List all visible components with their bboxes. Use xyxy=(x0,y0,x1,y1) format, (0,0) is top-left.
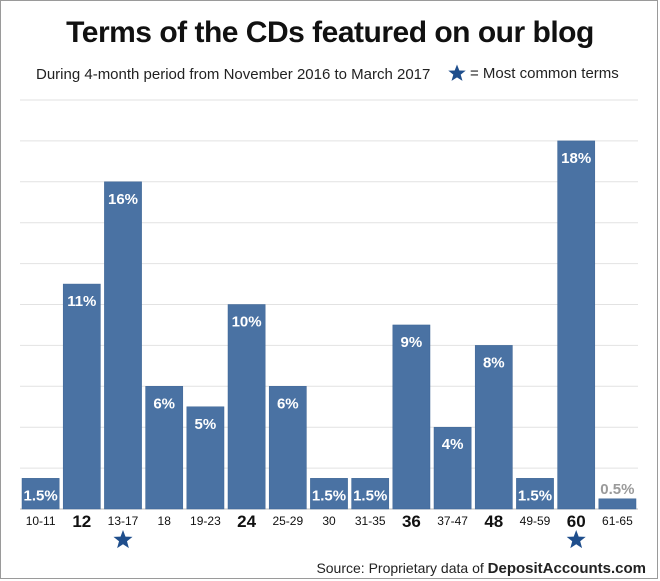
value-labels: 1.5% 11% 16% 6% 5% 10% 6% 1.5% 1.5% 9% 4% 8% 1.5% 18%… xyxy=(23,150,634,504)
value-label: 1.5% xyxy=(312,487,346,504)
bar-13-17 xyxy=(104,181,142,510)
value-label: 16% xyxy=(108,191,138,208)
x-tick-label: 36 xyxy=(402,512,421,531)
x-tick-label: 13-17 xyxy=(108,514,139,528)
x-tick-labels: 10-11 12 13-17 18 19-23 24 25-29 30 31-35 36 37-47… xyxy=(26,512,633,531)
source-note: Source: Proprietary data of DepositAccou… xyxy=(316,560,646,577)
value-label: 8% xyxy=(483,354,505,371)
bar-25-29 xyxy=(268,386,307,510)
bar-48 xyxy=(474,345,513,510)
value-label: 4% xyxy=(442,436,464,453)
x-tick-label: 18 xyxy=(158,514,172,528)
value-label: 10% xyxy=(232,314,262,331)
value-label: 11% xyxy=(67,293,96,310)
bar-24 xyxy=(227,304,266,510)
value-label: 1.5% xyxy=(353,487,387,504)
bar-31-35 xyxy=(351,478,390,510)
value-label: 18% xyxy=(561,150,591,167)
value-label: 0.5% xyxy=(600,481,634,498)
bar-61-65 xyxy=(598,498,637,510)
bars xyxy=(21,140,637,510)
bar-49-59 xyxy=(516,478,554,510)
x-tick-label: 37-47 xyxy=(437,514,468,528)
bar-18 xyxy=(145,386,184,510)
x-tick-label: 10-11 xyxy=(26,514,56,528)
bar-19-23 xyxy=(186,406,225,510)
star-icon xyxy=(448,64,466,81)
x-tick-label: 31-35 xyxy=(355,514,386,528)
x-tick-label: 12 xyxy=(72,512,91,531)
source-brand: DepositAccounts.com xyxy=(487,560,646,577)
bar-36 xyxy=(392,324,431,510)
value-label: 5% xyxy=(195,416,217,433)
x-tick-label: 48 xyxy=(484,512,503,531)
source-prefix: Source: Proprietary data of xyxy=(316,560,488,576)
bar-37-47 xyxy=(433,426,472,510)
x-tick-label: 61-65 xyxy=(602,514,633,528)
x-tick-label: 49-59 xyxy=(520,514,551,528)
chart-subtitle: During 4-month period from November 2016… xyxy=(36,66,431,83)
value-label: 6% xyxy=(277,395,299,412)
value-label: 1.5% xyxy=(518,487,552,504)
star-icon xyxy=(566,530,586,549)
bar-60 xyxy=(557,140,596,510)
value-label: 9% xyxy=(401,334,423,351)
bar-12 xyxy=(62,283,101,510)
x-tick-label: 19-23 xyxy=(190,514,221,528)
value-label: 1.5% xyxy=(23,487,57,504)
bar-10-11 xyxy=(21,478,60,510)
stars xyxy=(113,530,586,549)
star-icon xyxy=(113,530,133,549)
x-tick-label: 60 xyxy=(567,512,586,531)
chart-title: Terms of the CDs featured on our blog xyxy=(66,16,594,49)
value-label: 6% xyxy=(153,395,175,412)
bar-30 xyxy=(310,478,348,510)
x-tick-label: 30 xyxy=(322,514,336,528)
x-tick-label: 24 xyxy=(237,512,256,531)
legend: = Most common terms xyxy=(448,64,619,82)
legend-text: = Most common terms xyxy=(470,64,619,82)
x-tick-label: 25-29 xyxy=(272,514,303,528)
